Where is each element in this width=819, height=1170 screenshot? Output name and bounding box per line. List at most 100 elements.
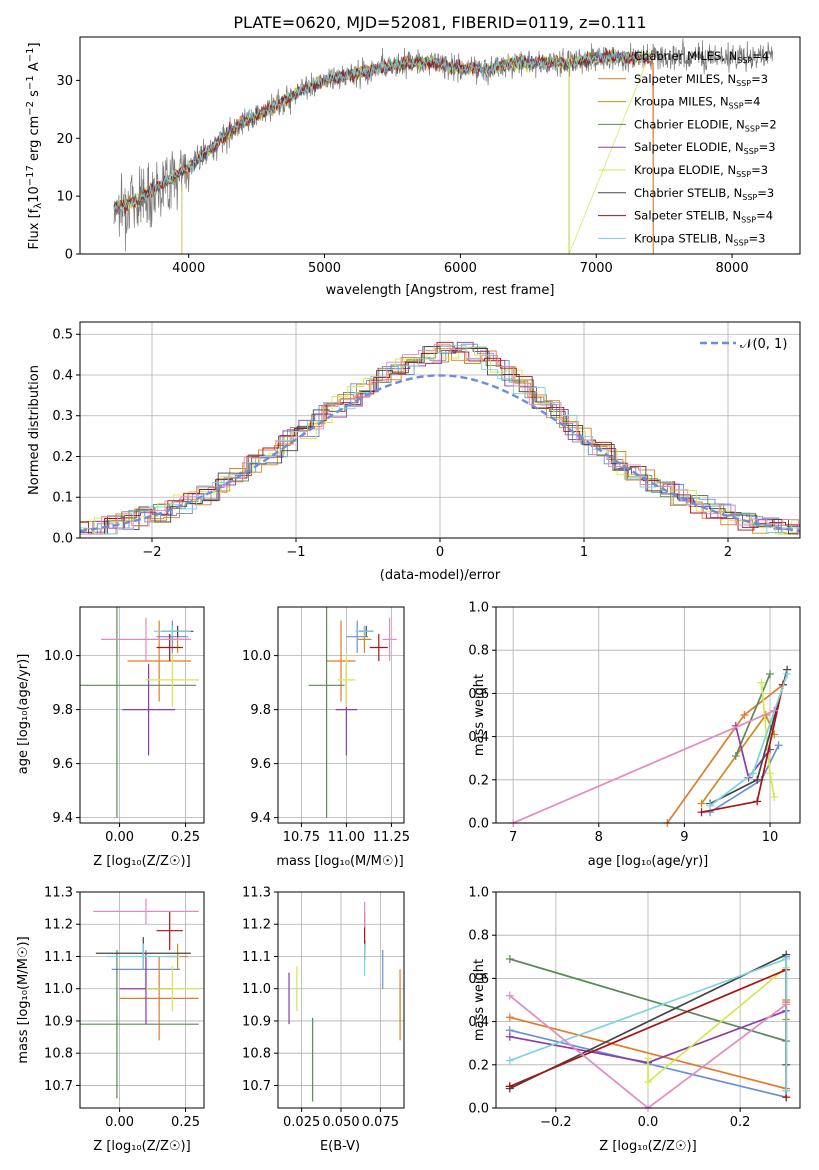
legend-entry: Chabrier ELODIE, NSSP=2 — [634, 117, 777, 133]
normal-reference-curve — [79, 374, 801, 533]
mw-z-point-marker — [782, 1000, 791, 1009]
mass-z-xtick-label: 0.25 — [171, 1115, 200, 1130]
legend-entry: Salpeter MILES, NSSP=3 — [634, 72, 768, 88]
age-mass-ytick-label: 10.0 — [242, 649, 271, 664]
mw-age-ytick-label: 0.8 — [468, 644, 489, 659]
histogram-ytick-label: 0.0 — [52, 532, 73, 547]
mw-z-point-marker — [782, 1086, 791, 1095]
age-z-ytick-label: 9.4 — [52, 811, 73, 826]
mw-age-xtick-label: 8 — [595, 830, 603, 845]
age-z-ylabel: age [log₁₀(age/yr)] — [16, 654, 31, 775]
spectrum-model-line — [113, 48, 654, 211]
mass-ebv-ytick-label: 10.8 — [242, 1047, 271, 1062]
mass-ebv-ytick-label: 11.1 — [242, 950, 271, 965]
age-mass-xlabel: mass [log₁₀(M/M☉)] — [276, 854, 403, 869]
mw-age-point-marker — [740, 711, 749, 719]
spectrum-xlabel: wavelength [Angstrom, rest frame] — [326, 283, 555, 298]
mw-z-point-marker — [644, 1054, 652, 1063]
mass-ebv-xtick-label: 0.025 — [283, 1115, 320, 1130]
mass-ebv-frame — [277, 891, 405, 1109]
histogram-series — [80, 341, 800, 535]
age-mass-xtick-label: 11.25 — [373, 830, 410, 845]
spectrum-ylabel: Flux [fλ10−17 erg cm−2 s−1 A−1] — [25, 42, 44, 249]
mass-ebv-xlabel: E(B-V) — [320, 1139, 360, 1154]
mw-z-ylabel: mass weight — [472, 959, 487, 1041]
legend-entry: 𝒩(0, 1) — [740, 337, 787, 352]
mass-ebv-ytick-label: 11.2 — [242, 918, 271, 933]
age-mass-ytick-label: 9.6 — [250, 757, 271, 772]
mw-z-ytick-label: 0.2 — [468, 1058, 489, 1073]
histogram-ytick-label: 0.1 — [52, 491, 73, 506]
mass-z-ytick-label: 10.7 — [44, 1079, 73, 1094]
mass-weight-vs-age-panel: 7 8 9 10 0.0 0.2 0.4 0.6 0.8 1.0 — [468, 601, 801, 845]
spectrum-xtick-label: 5000 — [308, 261, 341, 276]
mass-z-ytick-label: 11.3 — [44, 886, 73, 901]
legend-entry: Chabrier STELIB, NSSP=3 — [634, 186, 774, 202]
legend-entry: Salpeter ELODIE, NSSP=3 — [634, 140, 776, 156]
mw-z-point-marker — [505, 1013, 514, 1022]
age-z-xlabel: Z [log₁₀(Z/Z☉)] — [93, 854, 190, 869]
spectrum-model-line — [113, 50, 653, 213]
mw-z-xtick-label: 0.2 — [730, 1115, 751, 1130]
age-z-ytick-label: 10.0 — [44, 649, 73, 664]
histogram-xtick-label: 1 — [580, 545, 588, 560]
age-z-ytick-label: 9.6 — [52, 757, 73, 772]
mw-age-ytick-label: 0.2 — [468, 773, 489, 788]
histogram-series — [80, 345, 800, 535]
mw-age-ytick-label: 0.4 — [468, 730, 489, 745]
mw-z-point-marker — [505, 1082, 514, 1091]
mw-age-point-marker — [770, 793, 779, 802]
spectrum-ytick-label: 0 — [65, 248, 73, 263]
legend-entry: Kroupa ELODIE, NSSP=3 — [634, 163, 768, 179]
spectrum-model-line — [113, 48, 654, 214]
histogram-ylabel: Normed distribution — [27, 365, 42, 495]
mw-z-frame — [495, 891, 801, 1109]
spectrum-model-line — [113, 50, 654, 212]
spectrum-xtick-label: 7000 — [580, 261, 613, 276]
mw-z-xtick-label: 0.0 — [638, 1115, 659, 1130]
histogram-xtick-label: 0 — [436, 545, 444, 560]
mw-age-point-marker — [753, 797, 762, 806]
histogram-ytick-label: 0.2 — [52, 450, 73, 465]
age-z-xtick-label: 0.00 — [105, 830, 134, 845]
histogram-ytick-label: 0.5 — [52, 328, 73, 343]
spectrum-panel: 4000 5000 6000 7000 8000 0 10 20 30 Chabrier MILE… — [56, 36, 801, 276]
mass-ebv-xtick-label: 0.050 — [322, 1115, 359, 1130]
mw-age-point-marker — [697, 799, 706, 808]
histogram-frame — [79, 321, 801, 539]
mw-z-ytick-label: 0.8 — [468, 929, 489, 944]
mw-age-ylabel: mass weight — [472, 674, 487, 756]
mass-vs-metallicity-panel: 0.00 0.25 10.7 10.8 10.9 11.0 11.1 11.2 11.3 — [44, 886, 205, 1130]
mass-z-ytick-label: 11.0 — [44, 982, 73, 997]
residual-histogram-panel: −2 −1 0 1 2 0.0 0.1 0.2 0.3 0.4 0.5 𝒩(0, 1) — [52, 321, 801, 560]
histogram-series — [80, 347, 800, 535]
mw-z-ytick-label: 0.4 — [468, 1015, 489, 1030]
mass-ebv-ytick-label: 10.7 — [242, 1079, 271, 1094]
mw-age-point-marker — [770, 706, 779, 715]
histogram-xtick-label: 2 — [724, 545, 732, 560]
histogram-series — [80, 343, 800, 535]
age-z-ytick-label: 9.8 — [52, 703, 73, 718]
legend-entry: Kroupa MILES, NSSP=4 — [634, 95, 760, 111]
histogram-ytick-label: 0.3 — [52, 409, 73, 424]
mw-age-xlabel: age [log₁₀(age/yr)] — [588, 854, 709, 869]
mw-z-point-marker — [505, 1032, 514, 1041]
mw-age-ytick-label: 1.0 — [468, 601, 489, 616]
age-mass-ytick-label: 9.4 — [250, 811, 271, 826]
mw-age-point-marker — [783, 669, 792, 678]
mw-age-point-marker — [774, 741, 783, 750]
age-mass-frame — [277, 606, 405, 824]
mw-age-point-marker — [753, 775, 762, 784]
spectrum-xtick-label: 8000 — [716, 261, 749, 276]
spectrum-ytick-label: 10 — [56, 190, 73, 205]
age-mass-ytick-label: 9.8 — [250, 703, 271, 718]
age-vs-metallicity-panel: 0.00 0.25 9.4 9.6 9.8 10.0 — [44, 606, 205, 845]
mw-age-xtick-label: 9 — [680, 830, 688, 845]
mw-z-series-line — [509, 995, 787, 1108]
histogram-series — [80, 341, 800, 535]
legend-entry: Salpeter STELIB, NSSP=4 — [634, 209, 773, 225]
spectrum-ytick-label: 30 — [56, 74, 73, 89]
mass-z-ylabel: mass [log₁₀(M/M☉)] — [16, 936, 31, 1063]
mw-z-xlabel: Z [log₁₀(Z/Z☉)] — [599, 1139, 696, 1154]
mw-age-series-line — [512, 709, 775, 823]
